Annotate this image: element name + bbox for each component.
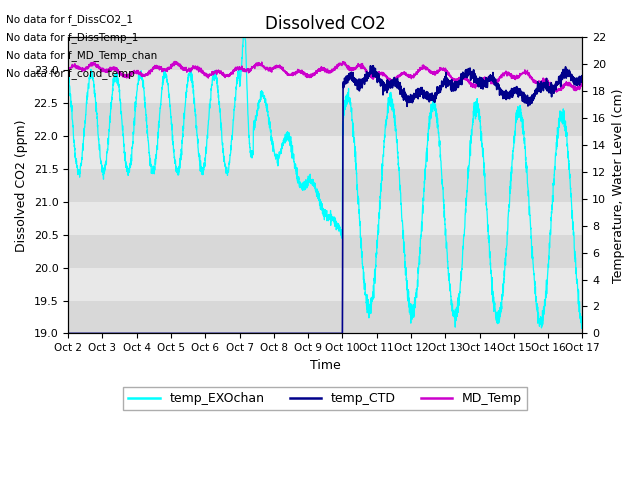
Text: No data for f_DissCO2_1: No data for f_DissCO2_1 — [6, 14, 133, 25]
Text: No data for f_cond_temp: No data for f_cond_temp — [6, 68, 135, 79]
Bar — [68, 300, 582, 334]
Bar — [68, 70, 582, 103]
Bar — [68, 202, 582, 235]
Title: Dissolved CO2: Dissolved CO2 — [265, 15, 386, 33]
X-axis label: Time: Time — [310, 359, 340, 372]
Text: No data for f_MD_Temp_chan: No data for f_MD_Temp_chan — [6, 50, 157, 61]
Y-axis label: Dissolved CO2 (ppm): Dissolved CO2 (ppm) — [15, 119, 28, 252]
Bar — [68, 169, 582, 202]
Bar — [68, 235, 582, 268]
Bar — [68, 268, 582, 300]
Bar — [68, 136, 582, 169]
Text: No data for f_DissTemp_1: No data for f_DissTemp_1 — [6, 32, 139, 43]
Legend: temp_EXOchan, temp_CTD, MD_Temp: temp_EXOchan, temp_CTD, MD_Temp — [124, 387, 527, 410]
Bar — [68, 103, 582, 136]
Y-axis label: Temperature, Water Level (cm): Temperature, Water Level (cm) — [612, 88, 625, 283]
